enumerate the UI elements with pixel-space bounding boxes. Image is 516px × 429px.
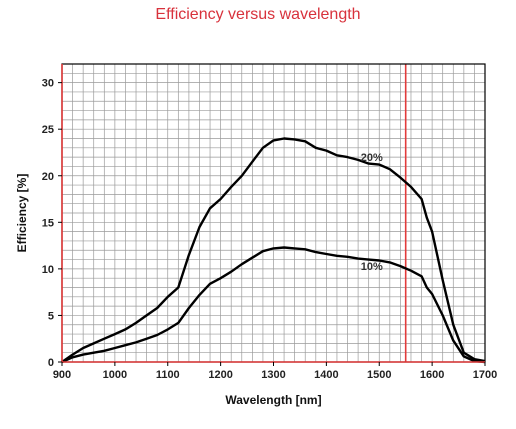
- x-tick-label: 1200: [208, 369, 232, 381]
- axes: 900 1000 1100 1200 1300 1400 1500 1600 1700 0 5 10 1…: [42, 63, 497, 381]
- series-label: 20%: [361, 152, 383, 164]
- x-tick-label: 1500: [367, 369, 391, 381]
- y-tick-label: 25: [42, 124, 54, 136]
- series-group: 20% 10%: [61, 137, 486, 364]
- x-tick-label: 1700: [473, 369, 497, 381]
- x-tick-label: 1400: [314, 369, 338, 381]
- x-axis-label: Wavelength [nm]: [225, 393, 321, 407]
- x-tick-label: 1100: [156, 369, 180, 381]
- y-tick-label: 5: [48, 310, 54, 322]
- y-tick-label: 10: [42, 264, 54, 276]
- grid: [61, 63, 486, 363]
- x-tick-label: 900: [53, 369, 71, 381]
- series-label: 10%: [361, 261, 383, 273]
- y-tick-label: 20: [42, 171, 54, 183]
- x-tick-label: 1000: [103, 369, 127, 381]
- y-axis-label: Efficiency [%]: [15, 174, 29, 253]
- series-line-ten-percent: [61, 246, 486, 364]
- y-tick-label: 15: [42, 217, 54, 229]
- series-line-twenty-percent: [61, 137, 486, 363]
- y-tick-label: 30: [42, 78, 54, 90]
- y-tick-label: 0: [48, 357, 54, 369]
- chart-title: Efficiency versus wavelength: [155, 6, 361, 23]
- x-tick-label: 1300: [261, 369, 285, 381]
- x-tick-label: 1600: [420, 369, 444, 381]
